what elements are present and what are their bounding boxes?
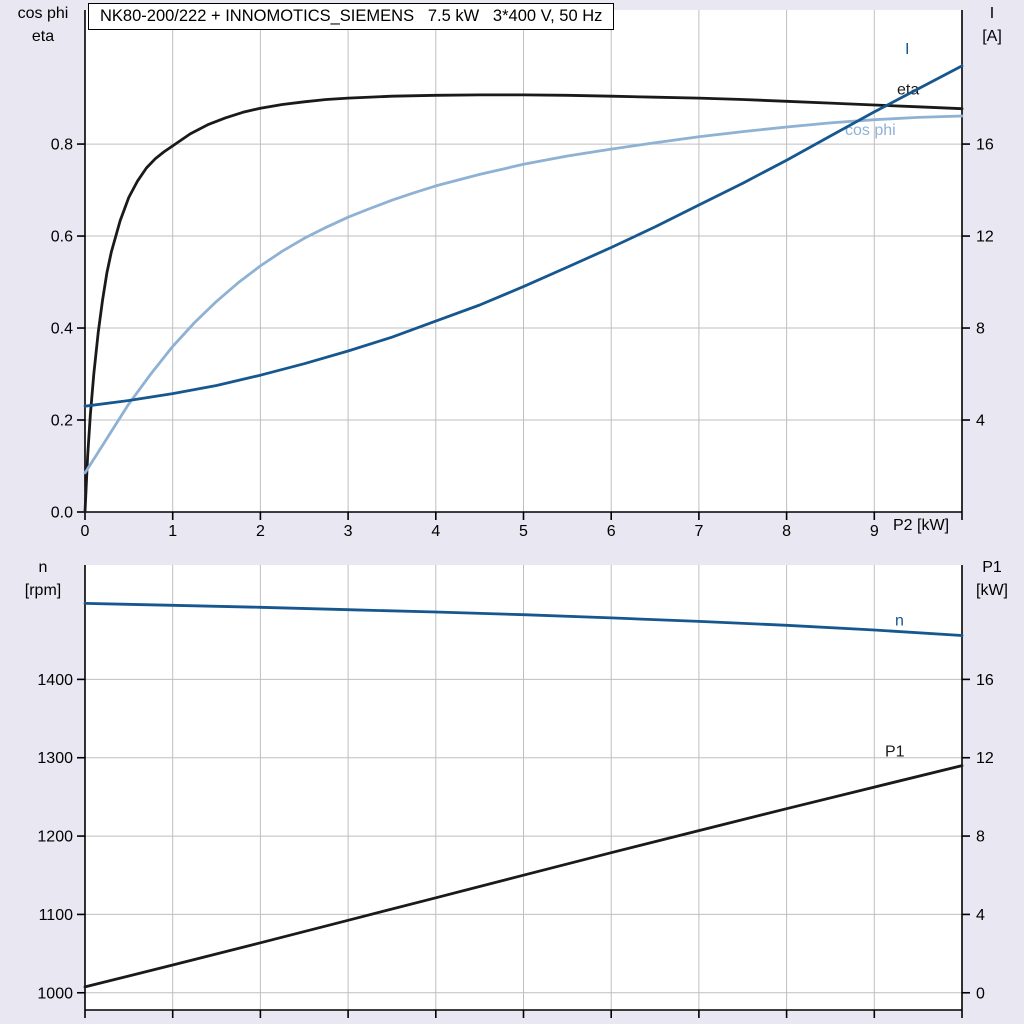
- x-tick-label: 8: [782, 523, 791, 540]
- right-tick-label: 0: [976, 985, 985, 1002]
- top-chart-right-axis-title: I [A]: [962, 2, 1022, 48]
- chart-title: NK80-200/222 + INNOMOTICS_SIEMENS 7.5 kW…: [88, 3, 615, 30]
- curve-label-input-power: P1: [885, 744, 905, 761]
- left-tick-label: 1100: [39, 907, 74, 924]
- curve-cos-phi: [83, 114, 964, 475]
- left-tick-label: 1200: [37, 829, 73, 846]
- axis-title-line-current: I: [989, 5, 995, 22]
- curve-speed: [83, 602, 964, 637]
- axis-title-line-kw-unit: [kW]: [976, 582, 1008, 599]
- bottom-chart-right-axis-title: P1 [kW]: [962, 556, 1022, 602]
- axis-title-line-speed: n: [38, 559, 48, 576]
- left-tick-label: 0.4: [51, 321, 73, 338]
- left-tick-label: 0.2: [51, 413, 73, 430]
- left-tick-label: 1000: [37, 985, 73, 1002]
- curve-eta: [83, 93, 964, 514]
- axis-title-line-eta: eta: [31, 28, 55, 45]
- left-tick-label: 1300: [37, 750, 73, 767]
- axis-title-line-cos-phi: cos phi: [17, 5, 69, 22]
- right-tick-label: 4: [976, 907, 985, 924]
- right-tick-label: 4: [976, 413, 985, 430]
- x-tick-label: 3: [344, 523, 353, 540]
- right-tick-label: 12: [976, 229, 994, 246]
- curve-label-current: I: [905, 41, 909, 58]
- x-tick-label: 9: [870, 523, 879, 540]
- curve-input-power: [83, 764, 964, 989]
- curve-label-eta: eta: [897, 82, 919, 99]
- right-tick-label: 16: [976, 672, 994, 689]
- axis-title-line-ampere-unit: [A]: [982, 28, 1002, 45]
- x-tick-label: 4: [431, 523, 440, 540]
- x-tick-label: 7: [694, 523, 703, 540]
- x-tick-label: 0: [81, 523, 90, 540]
- curve-label-speed: n: [895, 613, 904, 630]
- top-chart-left-axis-title: cos phi eta: [4, 2, 82, 48]
- chart-1: 1000 1100 1200 1300 1400 0 4 8 12 16 n P1: [37, 565, 994, 1018]
- left-tick-label: 0.8: [51, 137, 73, 154]
- x-axis-label-p2: P2 [kW]: [893, 517, 950, 534]
- axis-title-line-p1: P1: [982, 559, 1002, 576]
- curve-current: [83, 64, 964, 408]
- right-tick-label: 8: [976, 321, 985, 338]
- right-tick-label: 16: [976, 137, 994, 154]
- x-tick-label: 1: [168, 523, 177, 540]
- x-tick-label: 6: [607, 523, 616, 540]
- left-tick-label: 1400: [37, 672, 73, 689]
- bottom-chart-left-axis-title: n [rpm]: [4, 556, 82, 602]
- x-tick-label: 5: [519, 523, 528, 540]
- left-tick-label: 0.0: [51, 505, 73, 522]
- left-tick-label: 0.6: [51, 229, 73, 246]
- right-tick-label: 12: [976, 750, 994, 767]
- axis-title-line-rpm-unit: [rpm]: [24, 582, 62, 599]
- right-tick-label: 8: [976, 829, 985, 846]
- x-tick-label: 2: [256, 523, 265, 540]
- curve-label-cos-phi: cos phi: [845, 122, 896, 139]
